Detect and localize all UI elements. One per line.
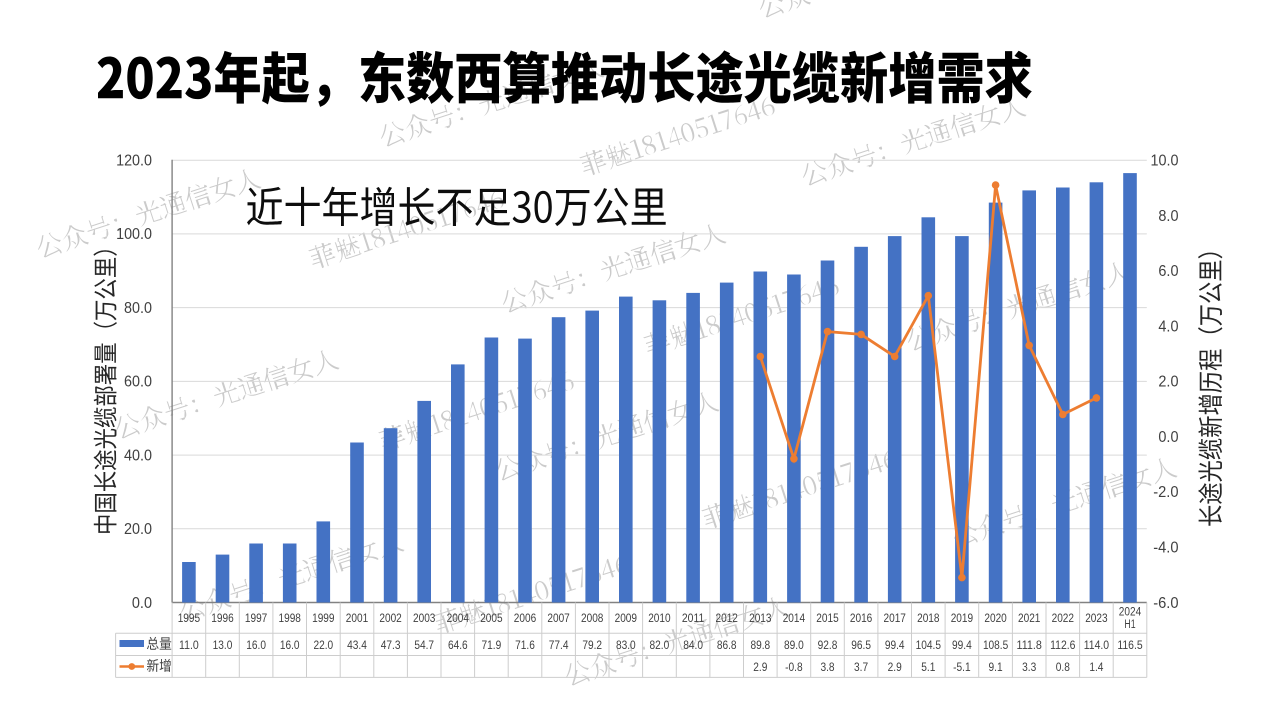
svg-text:2008: 2008 xyxy=(581,611,603,625)
svg-text:89.8: 89.8 xyxy=(750,638,770,652)
svg-text:111.8: 111.8 xyxy=(1017,638,1042,652)
svg-text:96.5: 96.5 xyxy=(851,638,871,652)
svg-text:1.4: 1.4 xyxy=(1089,660,1103,674)
svg-text:2006: 2006 xyxy=(514,611,536,625)
svg-text:13.0: 13.0 xyxy=(213,638,233,652)
svg-text:1997: 1997 xyxy=(245,611,267,625)
svg-text:-5.1: -5.1 xyxy=(953,660,971,674)
svg-text:108.5: 108.5 xyxy=(983,638,1008,652)
svg-text:-6.0: -6.0 xyxy=(1153,595,1178,612)
svg-text:71.9: 71.9 xyxy=(482,638,502,652)
svg-text:112.6: 112.6 xyxy=(1050,638,1075,652)
svg-text:2014: 2014 xyxy=(783,611,805,625)
svg-text:2007: 2007 xyxy=(547,611,569,625)
svg-text:-2.0: -2.0 xyxy=(1153,484,1178,501)
svg-text:89.0: 89.0 xyxy=(784,638,804,652)
svg-text:2.9: 2.9 xyxy=(888,660,902,674)
svg-text:4.0: 4.0 xyxy=(1158,318,1178,335)
svg-text:2011: 2011 xyxy=(682,611,704,625)
svg-text:79.2: 79.2 xyxy=(582,638,602,652)
svg-text:3.3: 3.3 xyxy=(1022,660,1036,674)
svg-text:2009: 2009 xyxy=(615,611,637,625)
svg-text:86.8: 86.8 xyxy=(717,638,737,652)
svg-text:71.6: 71.6 xyxy=(515,638,535,652)
svg-text:0.0: 0.0 xyxy=(1158,429,1178,446)
svg-text:2024: 2024 xyxy=(1119,605,1141,619)
svg-text:2019: 2019 xyxy=(951,611,973,625)
svg-text:20.0: 20.0 xyxy=(124,521,152,538)
svg-text:2017: 2017 xyxy=(884,611,906,625)
svg-text:2005: 2005 xyxy=(480,611,502,625)
svg-text:0.8: 0.8 xyxy=(1056,660,1070,674)
svg-text:2018: 2018 xyxy=(917,611,939,625)
svg-text:43.4: 43.4 xyxy=(347,638,367,652)
svg-text:6.0: 6.0 xyxy=(1158,263,1178,280)
svg-text:116.5: 116.5 xyxy=(1117,638,1142,652)
svg-text:2002: 2002 xyxy=(379,611,401,625)
svg-text:2003: 2003 xyxy=(413,611,435,625)
svg-text:99.4: 99.4 xyxy=(885,638,905,652)
svg-text:2004: 2004 xyxy=(447,611,469,625)
svg-text:16.0: 16.0 xyxy=(246,638,266,652)
svg-text:1996: 1996 xyxy=(211,611,233,625)
svg-text:100.0: 100.0 xyxy=(116,226,152,243)
svg-text:-4.0: -4.0 xyxy=(1153,540,1178,557)
svg-text:8.0: 8.0 xyxy=(1158,208,1178,225)
svg-text:99.4: 99.4 xyxy=(952,638,972,652)
svg-text:83.0: 83.0 xyxy=(616,638,636,652)
svg-text:2020: 2020 xyxy=(984,611,1006,625)
svg-text:-0.8: -0.8 xyxy=(785,660,803,674)
svg-text:2021: 2021 xyxy=(1018,611,1040,625)
svg-text:2013: 2013 xyxy=(749,611,771,625)
svg-text:77.4: 77.4 xyxy=(549,638,569,652)
svg-text:64.6: 64.6 xyxy=(448,638,468,652)
svg-text:104.5: 104.5 xyxy=(916,638,941,652)
svg-text:2.0: 2.0 xyxy=(1158,374,1178,391)
svg-text:114.0: 114.0 xyxy=(1084,638,1109,652)
svg-text:0.0: 0.0 xyxy=(132,595,152,612)
svg-text:10.0: 10.0 xyxy=(1151,153,1179,170)
svg-text:11.0: 11.0 xyxy=(179,638,199,652)
svg-text:2012: 2012 xyxy=(716,611,738,625)
svg-text:22.0: 22.0 xyxy=(313,638,333,652)
svg-text:40.0: 40.0 xyxy=(124,447,152,464)
svg-text:3.8: 3.8 xyxy=(820,660,834,674)
svg-text:1995: 1995 xyxy=(178,611,200,625)
svg-text:2010: 2010 xyxy=(648,611,670,625)
svg-text:80.0: 80.0 xyxy=(124,300,152,317)
svg-text:60.0: 60.0 xyxy=(124,374,152,391)
svg-text:82.0: 82.0 xyxy=(650,638,670,652)
svg-text:2015: 2015 xyxy=(816,611,838,625)
svg-text:2022: 2022 xyxy=(1052,611,1074,625)
svg-text:16.0: 16.0 xyxy=(280,638,300,652)
svg-text:5.1: 5.1 xyxy=(921,660,935,674)
svg-text:2001: 2001 xyxy=(346,611,368,625)
svg-text:9.1: 9.1 xyxy=(989,660,1003,674)
svg-text:H1: H1 xyxy=(1124,617,1135,631)
svg-text:1998: 1998 xyxy=(279,611,301,625)
svg-text:2016: 2016 xyxy=(850,611,872,625)
svg-text:2.9: 2.9 xyxy=(753,660,767,674)
svg-text:1999: 1999 xyxy=(312,611,334,625)
svg-text:47.3: 47.3 xyxy=(381,638,401,652)
svg-text:92.8: 92.8 xyxy=(818,638,838,652)
svg-text:84.0: 84.0 xyxy=(683,638,703,652)
svg-text:3.7: 3.7 xyxy=(854,660,868,674)
svg-text:2023: 2023 xyxy=(1085,611,1107,625)
svg-text:54.7: 54.7 xyxy=(414,638,434,652)
svg-text:120.0: 120.0 xyxy=(116,153,152,170)
